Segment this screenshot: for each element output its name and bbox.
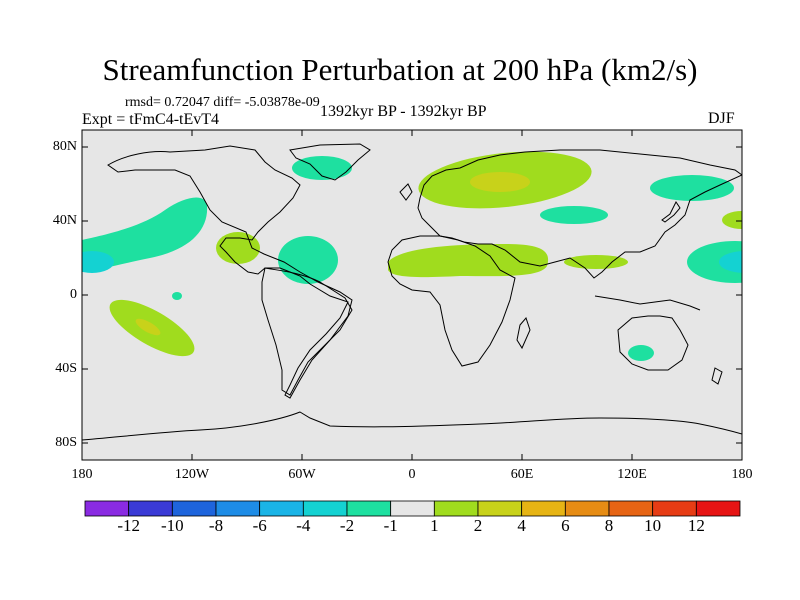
central-pacific-negative-core <box>82 251 114 273</box>
map-background <box>82 130 742 460</box>
colorbar-label: -8 <box>208 516 224 535</box>
lon-label: 0 <box>408 467 416 482</box>
indonesia-coast <box>594 295 701 311</box>
stats-line: rmsd= 0.72047 diff= -5.03878e-09 <box>125 95 320 110</box>
colorbar-label: -6 <box>252 516 267 535</box>
lon-label: 180 <box>731 467 753 482</box>
antarctica-coast <box>82 411 742 441</box>
colorbar-swatch <box>608 500 654 517</box>
colorbar-label: 8 <box>604 516 614 535</box>
colorbar-swatch <box>171 500 217 517</box>
lat-label: 40N <box>52 213 77 228</box>
japan-coast <box>661 201 681 223</box>
lat-label: 80S <box>55 435 77 450</box>
pacific-positive-region <box>722 211 742 229</box>
colorbar-swatch <box>259 500 304 517</box>
new-zealand-coast <box>711 367 723 385</box>
madagascar-coast <box>516 317 531 350</box>
colorbar-swatch <box>652 500 697 517</box>
colorbar-swatch <box>390 500 435 517</box>
india-positive-region <box>564 255 628 269</box>
colorbar-swatch <box>128 500 173 517</box>
lon-label: 60E <box>510 467 534 482</box>
colorbar-label: 4 <box>517 516 526 535</box>
colorbar-swatch <box>477 500 523 517</box>
north-pacific-negative-region <box>82 197 208 272</box>
australia-negative-region <box>628 345 654 361</box>
lat-label: 80N <box>52 139 77 154</box>
season-label: DJF <box>708 110 735 127</box>
lon-label: 120W <box>174 467 210 482</box>
south-america-coast <box>261 267 353 396</box>
north-america-coast <box>107 145 353 399</box>
experiment-label: Expt = tFmC4-tEvT4 <box>82 111 220 128</box>
colorbar-label: 6 <box>561 516 570 535</box>
colorbar-swatch <box>302 500 348 517</box>
colorbar-label: -10 <box>160 516 184 535</box>
uk-coast <box>399 183 413 201</box>
colorbar-label: -1 <box>383 516 398 535</box>
greenland-coast <box>289 143 371 181</box>
figure-title: Streamfunction Perturbation at 200 hPa (… <box>102 52 698 87</box>
colorbar-swatch <box>215 500 261 517</box>
west-pacific-negative-core <box>719 251 742 273</box>
lat-label: 0 <box>70 287 77 302</box>
coastlines <box>82 143 742 441</box>
colorbar-label: 12 <box>687 516 705 535</box>
lon-label: 180 <box>71 467 93 482</box>
greenland-negative-region <box>292 156 352 180</box>
colorbar-swatch <box>84 500 130 517</box>
colorbar-swatch <box>564 500 610 517</box>
colorbar-swatch <box>346 500 392 517</box>
west-pacific-negative-region <box>687 241 742 283</box>
anomaly-layer <box>82 151 742 361</box>
colorbar-swatch <box>521 500 566 517</box>
northeast-asia-negative-region <box>650 175 734 201</box>
colorbar-label: -4 <box>296 516 311 535</box>
colorbar <box>84 500 741 517</box>
eurasia-positive-core <box>470 172 530 192</box>
colorbar-label: 10 <box>644 516 662 535</box>
lon-label: 60W <box>288 467 316 482</box>
lat-label: 40S <box>55 361 77 376</box>
eurasia-coast <box>417 149 742 279</box>
colorbar-swatch <box>695 500 741 517</box>
colorbar-label: 1 <box>430 516 439 535</box>
colorbar-label: -12 <box>117 516 140 535</box>
africa-coast <box>387 235 516 367</box>
colorbar-swatch <box>433 500 479 517</box>
south-pacific-positive-core <box>135 318 161 336</box>
pacific-small-positive-region <box>172 292 182 300</box>
colorbar-label: 2 <box>473 516 483 535</box>
atlantic-negative-region <box>278 236 338 284</box>
australia-coast <box>617 315 689 371</box>
central-asia-negative-region <box>540 206 608 224</box>
axis-ticks <box>82 130 742 460</box>
period-label: 1392kyr BP - 1392kyr BP <box>320 103 487 120</box>
colorbar-label: -2 <box>339 516 355 535</box>
lon-label: 120E <box>617 467 647 482</box>
